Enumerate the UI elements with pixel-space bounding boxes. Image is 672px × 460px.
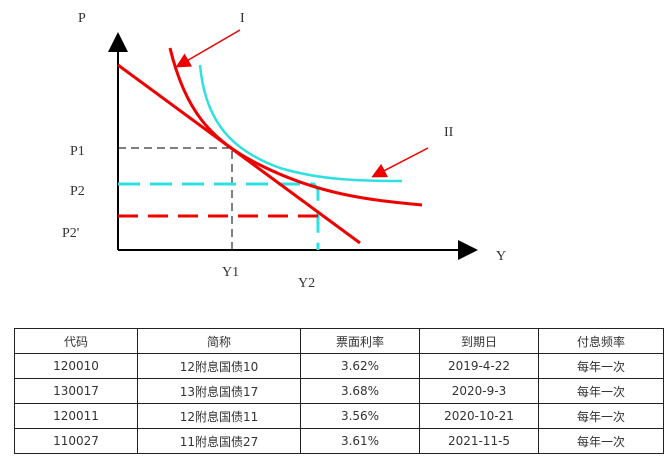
arrow-i — [175, 29, 241, 68]
label: I — [240, 11, 245, 26]
table-row: 110027 11附息国债27 3.61% 2021-11-5 每年一次 — [14, 428, 664, 454]
table-cell: 票面利率 — [300, 328, 420, 354]
table-cell: 12附息国债10 — [137, 353, 301, 379]
p1-guide — [118, 147, 233, 250]
table-cell: 3.62% — [300, 353, 420, 379]
table-row: 130017 13附息国债17 3.68% 2020-9-3 每年一次 — [14, 378, 664, 404]
table-row: 120011 12附息国债11 3.56% 2020-10-21 每年一次 — [14, 403, 664, 429]
label: P — [78, 11, 86, 26]
label: II — [444, 125, 454, 140]
table-cell: 2021-11-5 — [419, 428, 539, 454]
table-cell: 代码 — [14, 328, 138, 354]
table-cell: 每年一次 — [538, 428, 664, 454]
table-cell: 3.68% — [300, 378, 420, 404]
table-cell: 每年一次 — [538, 353, 664, 379]
label: Y — [496, 249, 506, 264]
label: Y1 — [222, 265, 239, 280]
table-cell: 110027 — [14, 428, 138, 454]
table-cell: 2020-9-3 — [419, 378, 539, 404]
curve-i — [168, 47, 423, 207]
table-cell: 到期日 — [419, 328, 539, 354]
curve-ii — [198, 64, 403, 183]
table-row: 120010 12附息国债10 3.62% 2019-4-22 每年一次 — [14, 353, 664, 379]
table-cell: 2020-10-21 — [419, 403, 539, 429]
table-cell: 11附息国债27 — [137, 428, 301, 454]
arrow-ii — [371, 147, 429, 178]
table-cell: 付息频率 — [538, 328, 664, 354]
table-cell: 13附息国债17 — [137, 378, 301, 404]
table-cell: 3.56% — [300, 403, 420, 429]
label: P1 — [70, 144, 85, 159]
diagram: P Y P1 P2 P2' Y1 Y2 I II — [62, 11, 506, 291]
table-cell: 每年一次 — [538, 378, 664, 404]
bond-table: 代码 简称 票面利率 到期日 付息频率 120010 12附息国债10 3.62% 2019-4… — [14, 328, 664, 454]
label: P2' — [62, 226, 79, 241]
table-cell: 3.61% — [300, 428, 420, 454]
table-cell: 120011 — [14, 403, 138, 429]
table-cell: 130017 — [14, 378, 138, 404]
label: P2 — [70, 184, 85, 199]
table-cell: 每年一次 — [538, 403, 664, 429]
table-cell: 12附息国债11 — [137, 403, 301, 429]
table-header: 代码 简称 票面利率 到期日 付息频率 — [14, 328, 664, 354]
table-cell: 2019-4-22 — [419, 353, 539, 379]
table-cell: 120010 — [14, 353, 138, 379]
label: Y2 — [298, 276, 315, 291]
table-cell: 简称 — [137, 328, 301, 354]
